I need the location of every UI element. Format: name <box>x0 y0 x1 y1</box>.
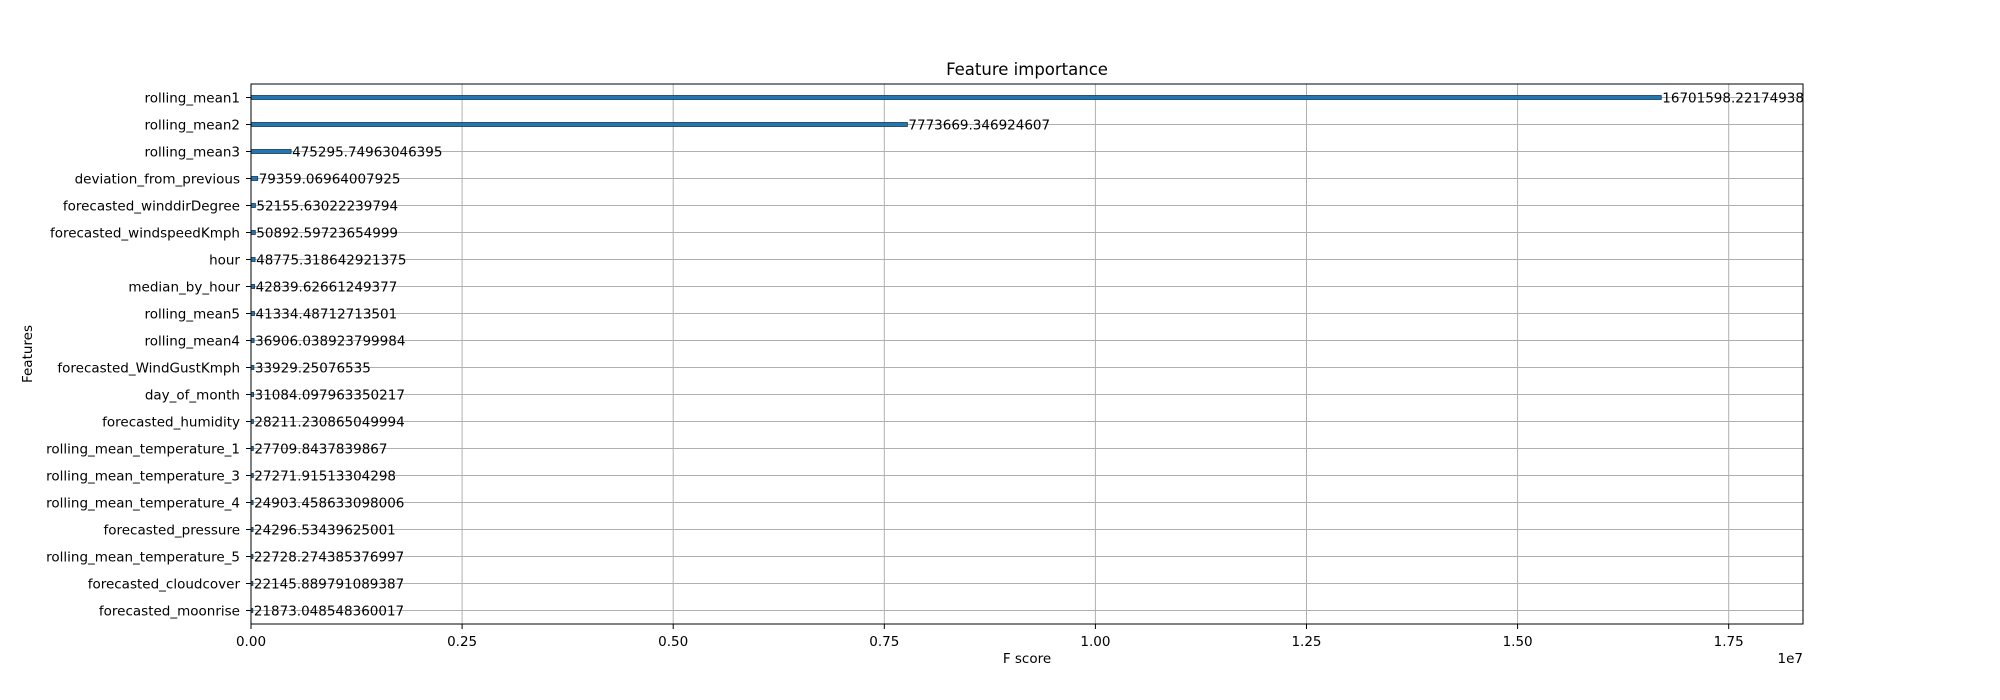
x-tick-label: 0.75 <box>869 634 899 650</box>
bar-value-label: 22728.274385376997 <box>254 550 404 566</box>
bar <box>250 230 256 235</box>
bar <box>250 122 908 127</box>
bar-value-label: 475295.74963046395 <box>292 145 442 161</box>
bar-value-label: 21873.048548360017 <box>254 604 404 620</box>
bar-value-label: 48775.318642921375 <box>256 253 406 269</box>
y-category-label: forecasted_WindGustKmph <box>57 361 240 377</box>
x-tick-label: 1.50 <box>1503 634 1533 650</box>
x-tick-label: 1.75 <box>1714 634 1744 650</box>
y-category-label: rolling_mean4 <box>144 334 240 350</box>
bar-value-label: 42839.62661249377 <box>256 280 398 296</box>
y-category-label: deviation_from_previous <box>75 172 240 188</box>
y-category-label: rolling_mean2 <box>144 118 240 134</box>
bar-value-label: 33929.25076535 <box>255 361 371 377</box>
bar-value-label: 27271.91513304298 <box>254 469 396 485</box>
y-category-label: rolling_mean5 <box>144 307 240 323</box>
x-tick-label: 0.50 <box>658 634 688 650</box>
bar-value-label: 24903.458633098006 <box>254 496 404 512</box>
axis-ticks: 0.00 0.25 0.50 0.75 1.00 1.25 1.50 1.75 rolling_… <box>46 91 1744 651</box>
y-category-label: rolling_mean_temperature_5 <box>46 550 240 566</box>
y-category-label: rolling_mean_temperature_1 <box>46 442 240 458</box>
bar-value-label: 31084.097963350217 <box>255 388 405 404</box>
x-tick-label: 0.25 <box>447 634 477 650</box>
bar <box>250 95 1662 100</box>
bar-value-label: 79359.06964007925 <box>259 172 401 188</box>
y-category-label: forecasted_cloudcover <box>88 577 241 593</box>
y-category-label: rolling_mean_temperature_4 <box>46 496 240 512</box>
bar <box>250 284 256 289</box>
y-category-label: forecasted_moonrise <box>99 604 240 620</box>
bar <box>250 176 259 181</box>
plot-frame <box>250 83 1804 625</box>
x-tick-label: 0.00 <box>236 634 266 650</box>
bar <box>250 257 256 262</box>
y-category-label: rolling_mean1 <box>144 91 240 107</box>
bar <box>250 203 256 208</box>
x-tick-label: 1.25 <box>1291 634 1321 650</box>
bar-value-label: 24296.53439625001 <box>254 523 396 539</box>
y-category-label: rolling_mean_temperature_3 <box>46 469 240 485</box>
chart-title: Feature importance <box>946 60 1108 79</box>
bar-value-label: 22145.889791089387 <box>254 577 404 593</box>
y-category-label: forecasted_humidity <box>102 415 240 431</box>
x-axis-offset-label: 1e7 <box>1778 651 1803 667</box>
bar-value-label: 50892.59723654999 <box>256 226 398 242</box>
y-category-label: hour <box>209 253 240 269</box>
y-category-label: rolling_mean3 <box>144 145 240 161</box>
x-axis-title: F score <box>1003 651 1051 667</box>
bar-value-label: 16701598.22174938 <box>1662 91 1804 107</box>
bar-value-label: 27709.8437839867 <box>254 442 387 458</box>
bar-value-label: 41334.48712713501 <box>255 307 397 323</box>
y-category-label: forecasted_pressure <box>103 523 240 539</box>
bar-value-label: 36906.038923799984 <box>255 334 405 350</box>
y-category-label: forecasted_winddirDegree <box>63 199 240 215</box>
bar <box>250 311 255 316</box>
bar-value-label: 52155.63022239794 <box>256 199 398 215</box>
data-labels: 16701598.22174938 7773669.346924607 475295… <box>254 91 1804 620</box>
y-category-label: forecasted_windspeedKmph <box>50 226 240 242</box>
bar-value-label: 7773669.346924607 <box>908 118 1050 134</box>
bar-value-label: 28211.230865049994 <box>254 415 404 431</box>
y-axis-title: Features <box>20 325 36 383</box>
y-category-label: day_of_month <box>145 388 240 404</box>
y-category-label: median_by_hour <box>128 280 240 296</box>
x-tick-label: 1.00 <box>1080 634 1110 650</box>
bar <box>250 149 292 154</box>
